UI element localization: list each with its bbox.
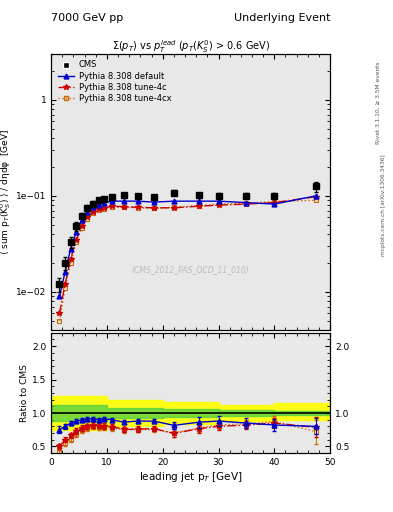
X-axis label: leading jet p$_T$ [GeV]: leading jet p$_T$ [GeV] — [139, 470, 242, 484]
Text: Rivet 3.1.10, ≥ 3.5M events: Rivet 3.1.10, ≥ 3.5M events — [376, 61, 380, 144]
Text: (CMS_2012_PAS_QCD_11_010): (CMS_2012_PAS_QCD_11_010) — [132, 265, 250, 274]
Text: mcplots.cern.ch [arXiv:1306.3436]: mcplots.cern.ch [arXiv:1306.3436] — [381, 154, 386, 255]
Y-axis label: ⟨ sum p$_T$(K$_S^0$) ⟩ / dηdφ  [GeV]: ⟨ sum p$_T$(K$_S^0$) ⟩ / dηdφ [GeV] — [0, 129, 13, 255]
Text: 7000 GeV pp: 7000 GeV pp — [51, 13, 123, 23]
Legend: CMS, Pythia 8.308 default, Pythia 8.308 tune-4c, Pythia 8.308 tune-4cx: CMS, Pythia 8.308 default, Pythia 8.308 … — [55, 58, 174, 105]
Text: Underlying Event: Underlying Event — [233, 13, 330, 23]
Title: $\Sigma(p_T)$ vs $p_T^{lead}$ ($p_T(K_S^0)$ > 0.6 GeV): $\Sigma(p_T)$ vs $p_T^{lead}$ ($p_T(K_S^… — [112, 38, 270, 55]
Y-axis label: Ratio to CMS: Ratio to CMS — [20, 364, 29, 422]
